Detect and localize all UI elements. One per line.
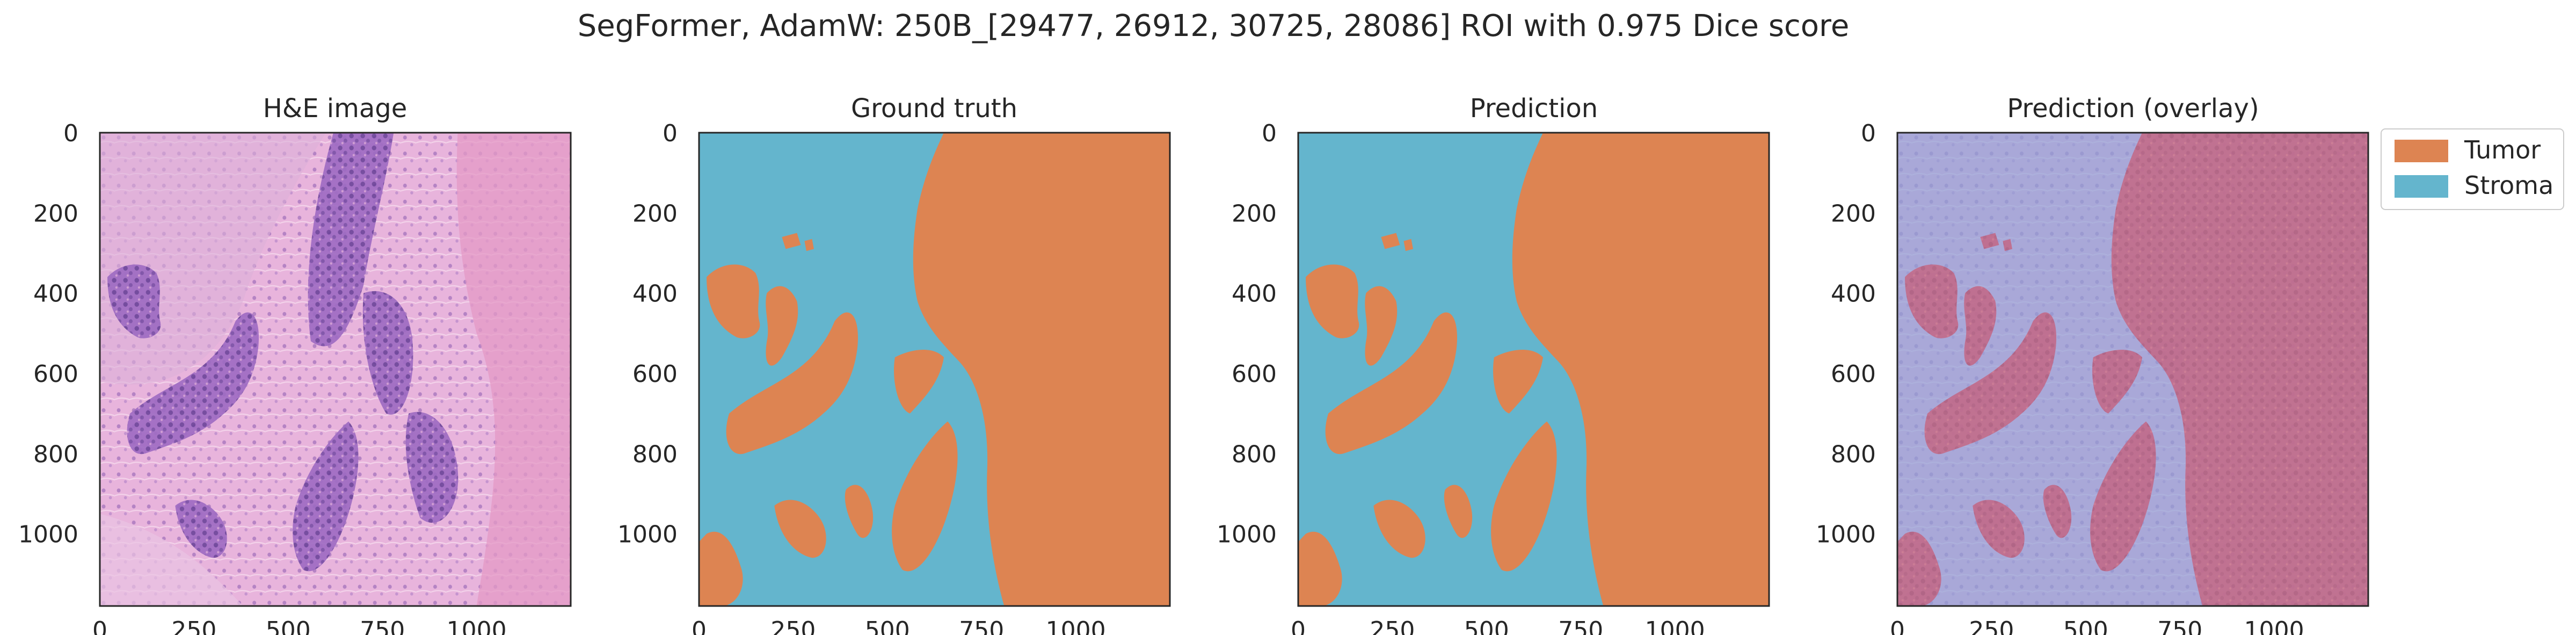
x-tick-label: 250 xyxy=(770,617,816,635)
y-tick-label: 600 xyxy=(632,360,678,388)
x-tick-label: 1000 xyxy=(447,617,507,635)
panel-title: H&E image xyxy=(263,93,407,124)
y-tick-label: 400 xyxy=(33,280,78,308)
overlay-image xyxy=(1897,133,2368,606)
legend-swatch-stroma xyxy=(2395,175,2448,198)
panel-he-image: H&E image xyxy=(99,93,572,607)
y-tick-label: 0 xyxy=(663,120,678,147)
y-tick-label: 600 xyxy=(1232,360,1277,388)
y-tick-label: 600 xyxy=(33,360,78,388)
x-tick-label: 0 xyxy=(1890,617,1905,635)
x-tick-label: 1000 xyxy=(1046,617,1106,635)
y-tick-label: 400 xyxy=(1831,280,1876,308)
y-tick-label: 1000 xyxy=(1816,521,1876,549)
legend: Tumor Stroma xyxy=(2381,128,2564,210)
x-tick-label: 500 xyxy=(266,617,311,635)
y-tick-label: 200 xyxy=(1232,200,1277,227)
x-tick-label: 0 xyxy=(1291,617,1306,635)
x-tick-label: 250 xyxy=(171,617,216,635)
axis-ticks: 0 250 500 750 1000 0 200 400 600 800 1000 0 250 500 75… xyxy=(18,120,2304,635)
x-tick-label: 500 xyxy=(2063,617,2108,635)
x-tick-label: 500 xyxy=(865,617,910,635)
prediction-mask xyxy=(1298,133,1769,606)
panel-title: Ground truth xyxy=(851,93,1017,124)
x-tick-label: 1000 xyxy=(1645,617,1705,635)
y-tick-label: 1000 xyxy=(617,521,678,549)
panel-title: Prediction (overlay) xyxy=(2007,93,2259,124)
x-tick-label: 0 xyxy=(692,617,707,635)
legend-swatch-tumor xyxy=(2395,140,2448,162)
y-tick-label: 200 xyxy=(1831,200,1876,227)
y-tick-label: 0 xyxy=(1262,120,1277,147)
ground-truth-mask xyxy=(699,133,1170,606)
y-tick-label: 0 xyxy=(63,120,78,147)
legend-label-tumor: Tumor xyxy=(2464,135,2541,164)
legend-label-stroma: Stroma xyxy=(2464,171,2553,200)
panel-prediction-overlay: Prediction (overlay) xyxy=(1896,93,2369,607)
panel-ground-truth: Ground truth xyxy=(698,93,1171,607)
he-image xyxy=(100,133,571,606)
x-tick-label: 750 xyxy=(2157,617,2202,635)
panel-prediction: Prediction xyxy=(1297,93,1770,607)
y-tick-label: 800 xyxy=(1232,441,1277,468)
y-tick-label: 800 xyxy=(1831,441,1876,468)
x-tick-label: 250 xyxy=(1969,617,2014,635)
figure-title: SegFormer, AdamW: 250B_[29477, 26912, 30… xyxy=(578,9,1850,44)
y-tick-label: 0 xyxy=(1861,120,1876,147)
y-tick-label: 800 xyxy=(632,441,678,468)
x-tick-label: 0 xyxy=(92,617,107,635)
panel-title: Prediction xyxy=(1470,93,1598,124)
y-tick-label: 400 xyxy=(632,280,678,308)
x-tick-label: 750 xyxy=(1558,617,1603,635)
y-tick-label: 1000 xyxy=(18,521,78,549)
x-tick-label: 750 xyxy=(959,617,1004,635)
y-tick-label: 600 xyxy=(1831,360,1876,388)
y-tick-label: 400 xyxy=(1232,280,1277,308)
y-tick-label: 200 xyxy=(632,200,678,227)
y-tick-label: 200 xyxy=(33,200,78,227)
x-tick-label: 250 xyxy=(1370,617,1415,635)
y-tick-label: 1000 xyxy=(1217,521,1277,549)
y-tick-label: 800 xyxy=(33,441,78,468)
x-tick-label: 1000 xyxy=(2244,617,2304,635)
x-tick-label: 750 xyxy=(360,617,405,635)
x-tick-label: 500 xyxy=(1464,617,1509,635)
